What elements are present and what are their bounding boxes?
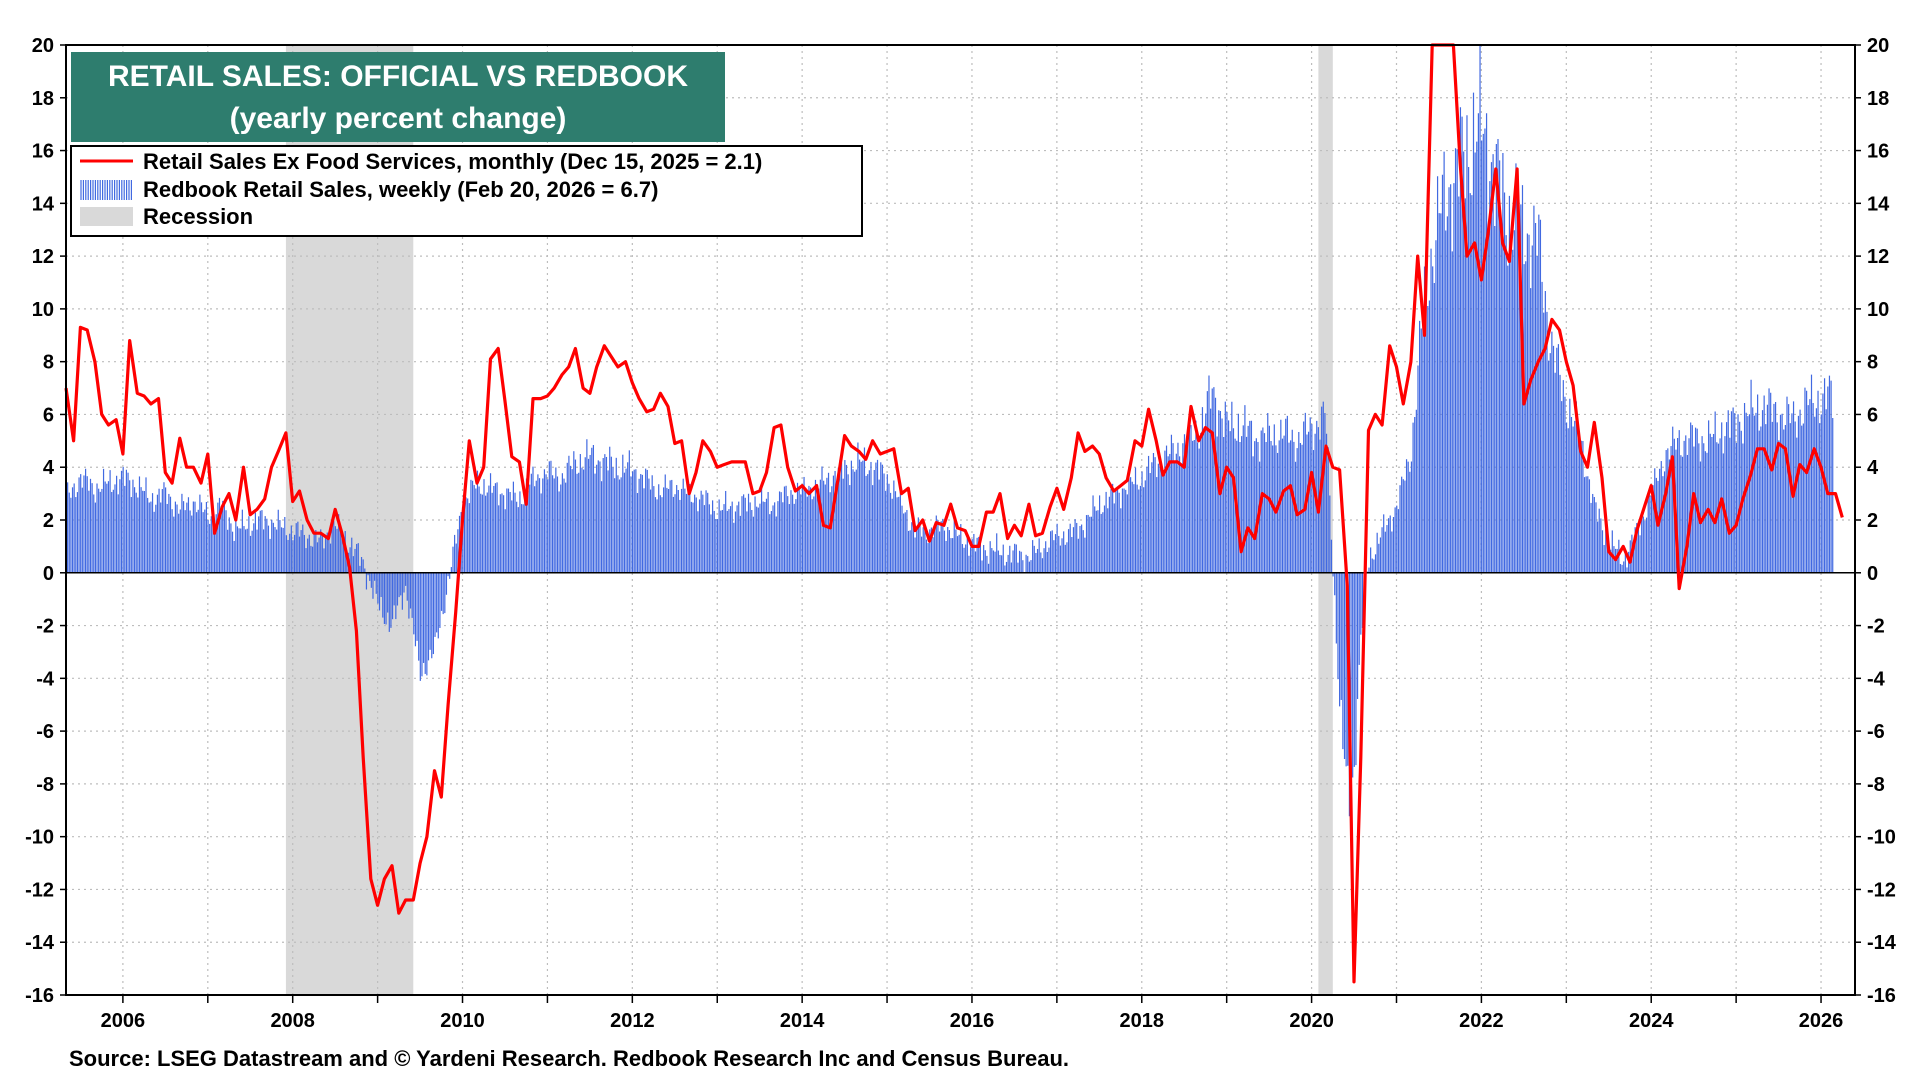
- y-tick-label-right: -4: [1867, 668, 1886, 690]
- y-tick-label-right: 8: [1867, 352, 1878, 374]
- y-tick-label-left: 16: [32, 141, 54, 163]
- y-tick-label-right: 2: [1867, 510, 1878, 532]
- legend: Retail Sales Ex Food Services, monthly (…: [70, 145, 863, 237]
- legend-label-redbook: Redbook Retail Sales, weekly (Feb 20, 20…: [143, 177, 658, 202]
- y-tick-label-right: 10: [1867, 299, 1889, 321]
- y-tick-label-right: 14: [1867, 193, 1890, 215]
- y-tick-label-left: -12: [25, 879, 54, 901]
- y-tick-label-left: -2: [36, 616, 54, 638]
- y-tick-label-right: 6: [1867, 404, 1878, 426]
- y-tick-label-left: -6: [36, 721, 54, 743]
- x-tick-label: 2016: [950, 1010, 995, 1032]
- y-tick-label-right: -8: [1867, 774, 1885, 796]
- y-tick-label-right: 12: [1867, 246, 1889, 268]
- y-tick-label-left: -4: [36, 668, 55, 690]
- official-line: [64, 43, 1844, 984]
- y-tick-label-right: -10: [1867, 827, 1896, 849]
- y-tick-label-right: 18: [1867, 88, 1889, 110]
- y-tick-label-left: 8: [43, 352, 54, 374]
- x-tick-label: 2010: [440, 1010, 485, 1032]
- x-tick-label: 2022: [1459, 1010, 1504, 1032]
- x-tick-label: 2026: [1799, 1010, 1844, 1032]
- x-tick-label: 2008: [270, 1010, 315, 1032]
- y-tick-label-right: -6: [1867, 721, 1885, 743]
- y-tick-label-right: -14: [1867, 932, 1897, 954]
- x-tick-label: 2014: [780, 1010, 825, 1032]
- x-tick-label: 2018: [1120, 1010, 1165, 1032]
- y-tick-label-left: 18: [32, 88, 54, 110]
- y-tick-label-left: 6: [43, 404, 54, 426]
- legend-swatch-recession: [80, 207, 133, 226]
- y-tick-label-right: -12: [1867, 879, 1896, 901]
- legend-swatch-redbook: [80, 180, 132, 200]
- y-tick-label-left: -14: [25, 932, 55, 954]
- y-tick-label-left: 2: [43, 510, 54, 532]
- y-tick-label-right: 20: [1867, 35, 1889, 57]
- x-tick-label: 2006: [101, 1010, 146, 1032]
- y-tick-label-left: -10: [25, 827, 54, 849]
- x-tick-label: 2024: [1629, 1010, 1674, 1032]
- chart-subtitle: (yearly percent change): [230, 102, 567, 135]
- y-tick-label-left: 10: [32, 299, 54, 321]
- y-tick-label-left: 12: [32, 246, 54, 268]
- chart-title: RETAIL SALES: OFFICIAL VS REDBOOK: [108, 60, 688, 93]
- x-tick-label: 2012: [610, 1010, 655, 1032]
- legend-label-recession: Recession: [143, 204, 253, 229]
- title-box: RETAIL SALES: OFFICIAL VS REDBOOK (yearl…: [71, 52, 725, 142]
- official-series-line: [64, 43, 1844, 984]
- y-tick-label-right: -16: [1867, 985, 1896, 1007]
- y-tick-label-left: 4: [43, 457, 55, 479]
- x-tick-label: 2020: [1289, 1010, 1334, 1032]
- y-tick-label-left: 20: [32, 35, 54, 57]
- y-tick-label-left: 14: [32, 193, 55, 215]
- y-tick-label-right: 16: [1867, 141, 1889, 163]
- y-tick-label-right: 0: [1867, 563, 1878, 585]
- y-tick-label-right: -2: [1867, 616, 1885, 638]
- y-tick-label-right: 4: [1867, 457, 1879, 479]
- x-axis-ticks: 2006 2008 2010 2012 2014 2016 2018 2020 2022 2024…: [101, 995, 1844, 1032]
- legend-label-official: Retail Sales Ex Food Services, monthly (…: [143, 149, 762, 174]
- y-tick-label-left: 0: [43, 563, 54, 585]
- y-tick-label-left: -8: [36, 774, 54, 796]
- source-note: Source: LSEG Datastream and © Yardeni Re…: [69, 1046, 1069, 1071]
- recession-band-1: [1318, 45, 1333, 995]
- y-tick-label-left: -16: [25, 985, 54, 1007]
